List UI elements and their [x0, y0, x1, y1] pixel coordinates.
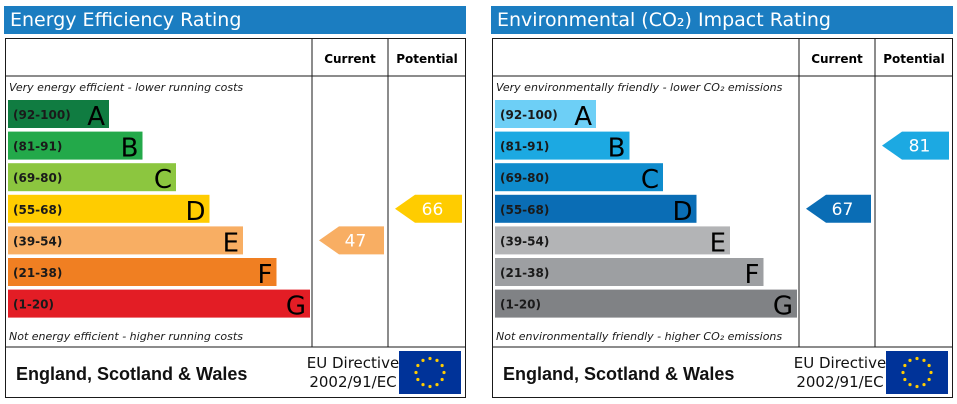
environmental-impact-panel: Environmental (CO₂) Impact Rating Curren…	[491, 6, 953, 398]
eu-star-icon	[428, 356, 432, 361]
band-bar-a	[495, 100, 596, 128]
band-letter-d: D	[672, 197, 692, 227]
eu-star-icon	[435, 358, 439, 362]
band-range-b: (81-91)	[13, 140, 62, 154]
band-letter-c: C	[641, 165, 659, 195]
column-header-current: Current	[811, 52, 863, 66]
footer-region: England, Scotland & Wales	[16, 364, 247, 384]
eu-star-icon	[929, 370, 933, 375]
eu-star-icon	[922, 358, 926, 362]
energy-efficiency-chart: Current Potential Very energy efficient - …	[5, 38, 466, 398]
band-letter-f: F	[258, 260, 273, 290]
band-range-d: (55-68)	[500, 203, 549, 217]
eu-star-icon	[927, 377, 931, 382]
current-rating-value: 67	[832, 200, 854, 220]
eu-star-icon	[421, 358, 425, 362]
footer-region: England, Scotland & Wales	[503, 364, 734, 384]
band-bar-e	[8, 226, 243, 255]
band-range-a: (92-100)	[13, 108, 71, 122]
band-letter-b: B	[608, 134, 626, 164]
eu-star-icon	[903, 363, 907, 368]
eu-flag-icon	[399, 351, 461, 394]
band-range-g: (1-20)	[13, 298, 54, 312]
footer-directive-line1: EU Directive	[794, 354, 886, 372]
footer-directive-line2: 2002/91/EC	[309, 373, 396, 391]
current-rating-arrow	[319, 226, 384, 255]
band-bar-g	[8, 289, 310, 318]
band-range-b: (81-91)	[500, 140, 549, 154]
band-bar-g	[495, 289, 797, 318]
bottom-note: Not energy efficient - higher running co…	[9, 330, 243, 343]
top-note: Very environmentally friendly - lower CO…	[496, 81, 783, 94]
energy-chart-box: Current Potential Very energy efficient - …	[5, 38, 466, 398]
eu-star-icon	[927, 363, 931, 368]
current-rating-arrow	[806, 194, 871, 223]
eu-star-icon	[901, 370, 905, 375]
band-letter-e: E	[223, 228, 239, 258]
band-letter-c: C	[154, 165, 172, 195]
environmental-impact-chart: Current Potential Very environmentally fri…	[492, 38, 953, 398]
column-header-potential: Potential	[883, 52, 945, 66]
band-bar-d	[495, 194, 697, 223]
band-range-e: (39-54)	[13, 234, 62, 248]
band-range-d: (55-68)	[13, 203, 62, 217]
eu-star-icon	[435, 383, 439, 387]
band-letter-a: A	[574, 102, 592, 132]
eu-star-icon	[915, 384, 919, 389]
footer-directive-line2: 2002/91/EC	[796, 373, 883, 391]
eu-star-icon	[428, 384, 432, 389]
eu-flag-icon	[886, 351, 948, 394]
band-bar-e	[495, 226, 730, 255]
band-letter-e: E	[710, 228, 726, 258]
eu-star-icon	[416, 363, 420, 368]
eu-star-icon	[442, 370, 446, 375]
eu-star-icon	[440, 363, 444, 368]
potential-rating-arrow	[882, 131, 949, 160]
eu-star-icon	[903, 377, 907, 382]
band-range-c: (69-80)	[500, 171, 549, 185]
band-range-f: (21-38)	[500, 266, 549, 280]
eu-star-icon	[908, 383, 912, 387]
eu-star-icon	[416, 377, 420, 382]
band-bar-c	[495, 163, 663, 192]
potential-rating-value: 66	[422, 200, 444, 220]
column-header-potential: Potential	[396, 52, 458, 66]
eu-star-icon	[421, 383, 425, 387]
band-bar-f	[495, 258, 764, 286]
current-rating-value: 47	[345, 231, 367, 251]
band-letter-a: A	[87, 102, 105, 132]
band-bar-c	[8, 163, 176, 192]
band-letter-g: G	[286, 292, 306, 322]
eu-star-icon	[915, 356, 919, 361]
band-range-a: (92-100)	[500, 108, 558, 122]
energy-efficiency-panel: Energy Efficiency Rating Current Potentia…	[4, 6, 466, 398]
env-chart-box: Current Potential Very environmentally fri…	[492, 38, 953, 398]
potential-rating-arrow	[395, 194, 462, 223]
energy-panel-title: Energy Efficiency Rating	[4, 6, 466, 34]
band-bar-a	[8, 100, 109, 128]
eu-star-icon	[414, 370, 418, 375]
band-bar-b	[8, 131, 143, 160]
band-range-f: (21-38)	[13, 266, 62, 280]
band-range-e: (39-54)	[500, 234, 549, 248]
band-bar-b	[495, 131, 630, 160]
eu-star-icon	[922, 383, 926, 387]
band-letter-d: D	[185, 197, 205, 227]
potential-rating-value: 81	[909, 137, 931, 157]
band-letter-f: F	[745, 260, 760, 290]
eu-star-icon	[908, 358, 912, 362]
band-letter-g: G	[773, 292, 793, 322]
bottom-note: Not environmentally friendly - higher CO…	[496, 330, 782, 343]
column-header-current: Current	[324, 52, 376, 66]
band-bar-d	[8, 194, 210, 223]
footer-directive-line1: EU Directive	[307, 354, 399, 372]
band-letter-b: B	[121, 134, 139, 164]
env-panel-title: Environmental (CO₂) Impact Rating	[491, 6, 953, 34]
top-note: Very energy efficient - lower running co…	[9, 81, 243, 94]
band-range-c: (69-80)	[13, 171, 62, 185]
band-bar-f	[8, 258, 277, 286]
band-range-g: (1-20)	[500, 298, 541, 312]
eu-star-icon	[440, 377, 444, 382]
